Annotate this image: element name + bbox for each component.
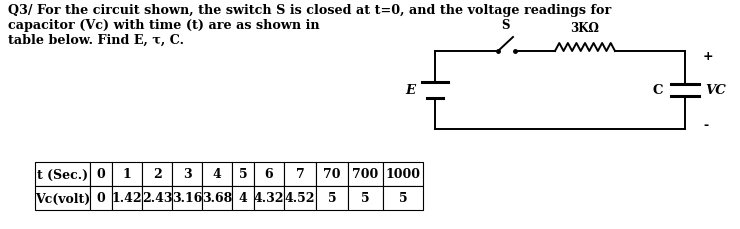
Bar (202, 162, 232, 186)
Text: C: C (653, 84, 663, 97)
Bar (232, 186, 254, 210)
Text: table below. Find E, τ, C.: table below. Find E, τ, C. (8, 34, 184, 47)
Bar (112, 162, 142, 186)
Bar (316, 186, 348, 210)
Bar (202, 186, 232, 210)
Bar (316, 162, 348, 186)
Bar (348, 162, 383, 186)
Bar (172, 186, 202, 210)
Bar (383, 162, 423, 186)
Text: 4.32: 4.32 (254, 192, 284, 204)
Bar (142, 162, 172, 186)
Bar (232, 162, 254, 186)
Text: Q3/ For the circuit shown, the switch S is closed at t=0, and the voltage readin: Q3/ For the circuit shown, the switch S … (8, 4, 611, 17)
Text: 7: 7 (295, 168, 304, 181)
Bar (172, 162, 202, 186)
Bar (112, 186, 142, 210)
Text: 3.16: 3.16 (172, 192, 202, 204)
Text: S: S (502, 19, 511, 32)
Text: 0: 0 (97, 168, 105, 181)
Text: 2.43: 2.43 (142, 192, 172, 204)
Text: 3: 3 (183, 168, 192, 181)
Bar (254, 162, 284, 186)
Bar (284, 186, 316, 210)
Bar (35, 162, 90, 186)
Text: -: - (703, 119, 708, 132)
Bar (90, 162, 112, 186)
Text: 1.42: 1.42 (112, 192, 142, 204)
Text: 70: 70 (323, 168, 340, 181)
Text: 5: 5 (328, 192, 336, 204)
Text: 5: 5 (361, 192, 370, 204)
Text: 4: 4 (212, 168, 221, 181)
Text: 4.52: 4.52 (285, 192, 315, 204)
Text: 4: 4 (238, 192, 247, 204)
Text: t (Sec.): t (Sec.) (37, 168, 88, 181)
Text: 0: 0 (97, 192, 105, 204)
Text: 1: 1 (123, 168, 132, 181)
Text: capacitor (Vc) with time (t) are as shown in: capacitor (Vc) with time (t) are as show… (8, 19, 320, 32)
Text: VC: VC (705, 84, 726, 97)
Bar (142, 186, 172, 210)
Bar (254, 186, 284, 210)
Bar (383, 186, 423, 210)
Text: +: + (703, 49, 713, 62)
Text: 700: 700 (352, 168, 379, 181)
Bar (90, 186, 112, 210)
Text: 5: 5 (399, 192, 407, 204)
Text: 5: 5 (239, 168, 247, 181)
Text: 3KΩ: 3KΩ (571, 22, 599, 35)
Bar (35, 186, 90, 210)
Bar (284, 162, 316, 186)
Text: 6: 6 (265, 168, 273, 181)
Text: Vc(volt): Vc(volt) (35, 192, 90, 204)
Text: E: E (405, 84, 415, 97)
Text: 3.68: 3.68 (202, 192, 232, 204)
Text: 2: 2 (152, 168, 161, 181)
Text: 1000: 1000 (386, 168, 420, 181)
Bar (348, 186, 383, 210)
